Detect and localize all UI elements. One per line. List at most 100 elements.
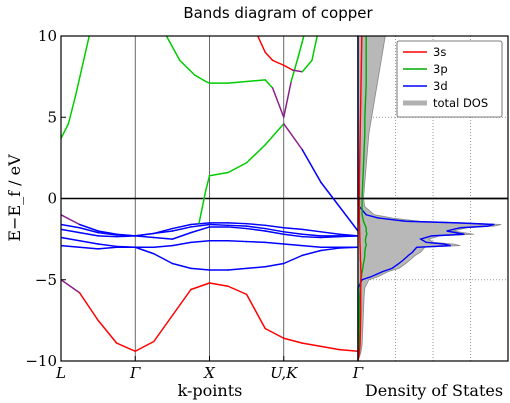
total-dos-area <box>357 35 502 362</box>
band-line <box>264 241 285 245</box>
band-line <box>82 36 90 63</box>
band-line <box>283 123 304 151</box>
band-line <box>264 227 285 233</box>
band-line <box>227 162 248 174</box>
band-line <box>61 228 81 234</box>
band-line <box>227 222 248 225</box>
y-tick-label: 5 <box>47 108 57 126</box>
legend-label: 3p <box>433 62 448 76</box>
x-tick-label: Γ <box>129 364 141 382</box>
bands-group <box>61 36 358 352</box>
band-line <box>283 80 292 118</box>
x-tick-label: Γ <box>352 364 364 382</box>
band-line <box>153 314 174 343</box>
band-line <box>283 337 304 344</box>
band-line <box>245 222 266 227</box>
band-line <box>271 87 285 118</box>
band-line <box>153 236 174 240</box>
band-line <box>97 319 118 344</box>
dos-plot: 3s 3p 3d total DOS <box>357 35 509 362</box>
band-line <box>290 54 300 83</box>
bands-plot: −10 −5 0 5 10 L Γ X U,K Γ <box>25 27 508 382</box>
band-line <box>61 236 81 242</box>
y-tick-label: −10 <box>25 352 57 370</box>
x-axis-label: k-points <box>178 381 243 400</box>
band-line <box>301 233 322 237</box>
band-line <box>61 244 81 248</box>
band-line <box>227 224 248 227</box>
band-line <box>97 235 118 238</box>
band-line <box>245 225 266 230</box>
band-line <box>283 227 304 231</box>
band-line <box>227 80 248 84</box>
band-line <box>67 93 77 125</box>
legend-label: total DOS <box>433 96 488 110</box>
band-line <box>61 223 81 229</box>
band-line <box>245 144 266 164</box>
band-line <box>301 249 322 257</box>
band-line <box>171 241 192 247</box>
dos-3s-line <box>357 35 363 362</box>
legend-label: 3d <box>433 79 448 93</box>
band-line <box>264 327 285 339</box>
band-line <box>205 175 211 192</box>
y-axis-label: E−E_f / eV <box>5 154 24 242</box>
band-line <box>338 233 358 237</box>
y-tick-label: 0 <box>47 190 57 208</box>
band-line <box>301 228 322 233</box>
band-line <box>78 223 99 232</box>
band-line <box>153 244 174 248</box>
legend-label: 3s <box>433 45 446 59</box>
band-line <box>227 285 248 296</box>
band-line <box>338 348 358 352</box>
band-line <box>264 224 285 229</box>
band-line <box>208 171 229 177</box>
band-line <box>283 233 304 238</box>
band-line <box>264 79 274 89</box>
band-line <box>75 61 85 96</box>
band-line <box>134 340 155 352</box>
band-line <box>297 36 305 57</box>
band-line <box>245 266 266 270</box>
band-line <box>283 231 304 235</box>
band-line <box>190 223 211 228</box>
band-line <box>245 293 266 330</box>
band-line <box>61 214 81 226</box>
band-line <box>264 51 274 62</box>
band-line <box>171 288 192 317</box>
band-line <box>227 226 248 230</box>
x-tick-label: U,K <box>270 364 298 382</box>
band-line <box>97 231 118 236</box>
band-line <box>264 262 285 268</box>
chart-title: Bands diagram of copper <box>183 4 373 22</box>
band-line <box>78 246 99 250</box>
band-line <box>134 246 155 255</box>
band-line <box>283 254 304 265</box>
band-line <box>97 246 118 250</box>
band-line <box>301 342 322 348</box>
band-line <box>134 232 155 237</box>
band-line <box>245 240 266 244</box>
band-line <box>97 243 118 248</box>
x-tick-label: L <box>55 364 66 382</box>
band-line <box>190 282 211 291</box>
band-line <box>301 244 322 248</box>
band-line <box>320 235 341 239</box>
band-line <box>320 231 341 235</box>
band-line <box>115 342 136 352</box>
band-line <box>208 282 229 287</box>
band-line <box>264 230 285 235</box>
band-line <box>193 74 207 83</box>
band-line <box>153 253 174 265</box>
band-line <box>78 227 99 234</box>
band-line <box>227 267 248 271</box>
band-line <box>190 267 211 271</box>
band-line <box>190 226 211 234</box>
band-line <box>208 223 229 227</box>
band-line <box>264 123 285 146</box>
band-line <box>320 247 341 252</box>
band-line <box>301 149 322 183</box>
band-line <box>190 222 211 226</box>
band-line <box>78 292 99 322</box>
